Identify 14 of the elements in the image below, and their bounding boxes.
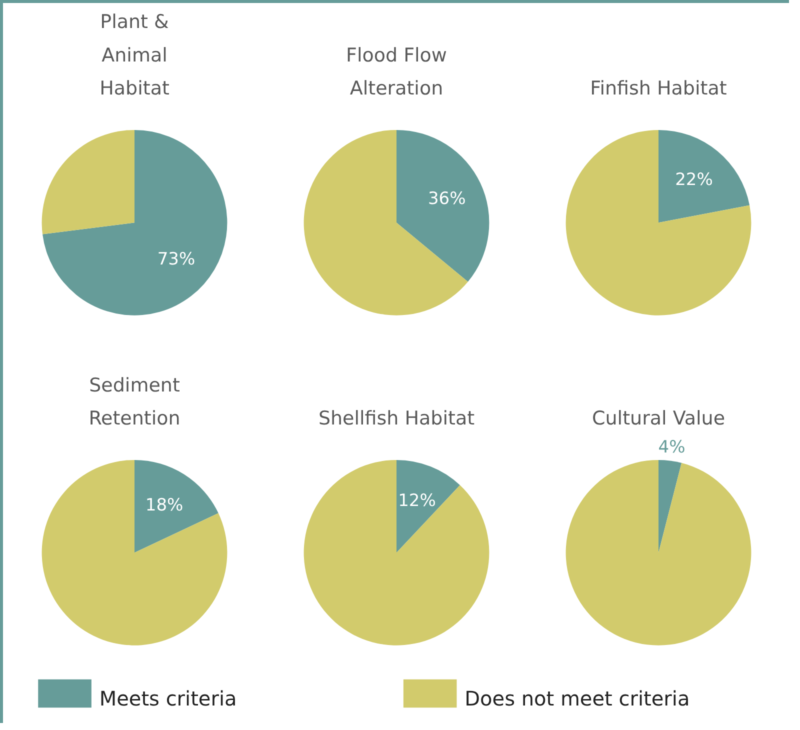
- chart-title: Cultural Value: [592, 408, 726, 430]
- data-label: 73%: [157, 249, 196, 270]
- data-label: 22%: [675, 170, 713, 190]
- chart-title: Plant & Animal Habitat: [100, 11, 170, 100]
- data-label: 4%: [658, 438, 686, 458]
- chart-title: Shellfish Habitat: [318, 408, 475, 430]
- data-label: 12%: [398, 490, 436, 511]
- data-label: 36%: [428, 188, 466, 209]
- chart-title: Finfish Habitat: [590, 78, 727, 100]
- chart-title: Sediment Retention: [88, 374, 180, 430]
- legend-label: Meets criteria: [99, 686, 237, 710]
- chart-title: Flood Flow Alteration: [346, 44, 447, 100]
- legend-label: Does not meet criteria: [464, 686, 690, 710]
- data-label: 18%: [145, 496, 184, 516]
